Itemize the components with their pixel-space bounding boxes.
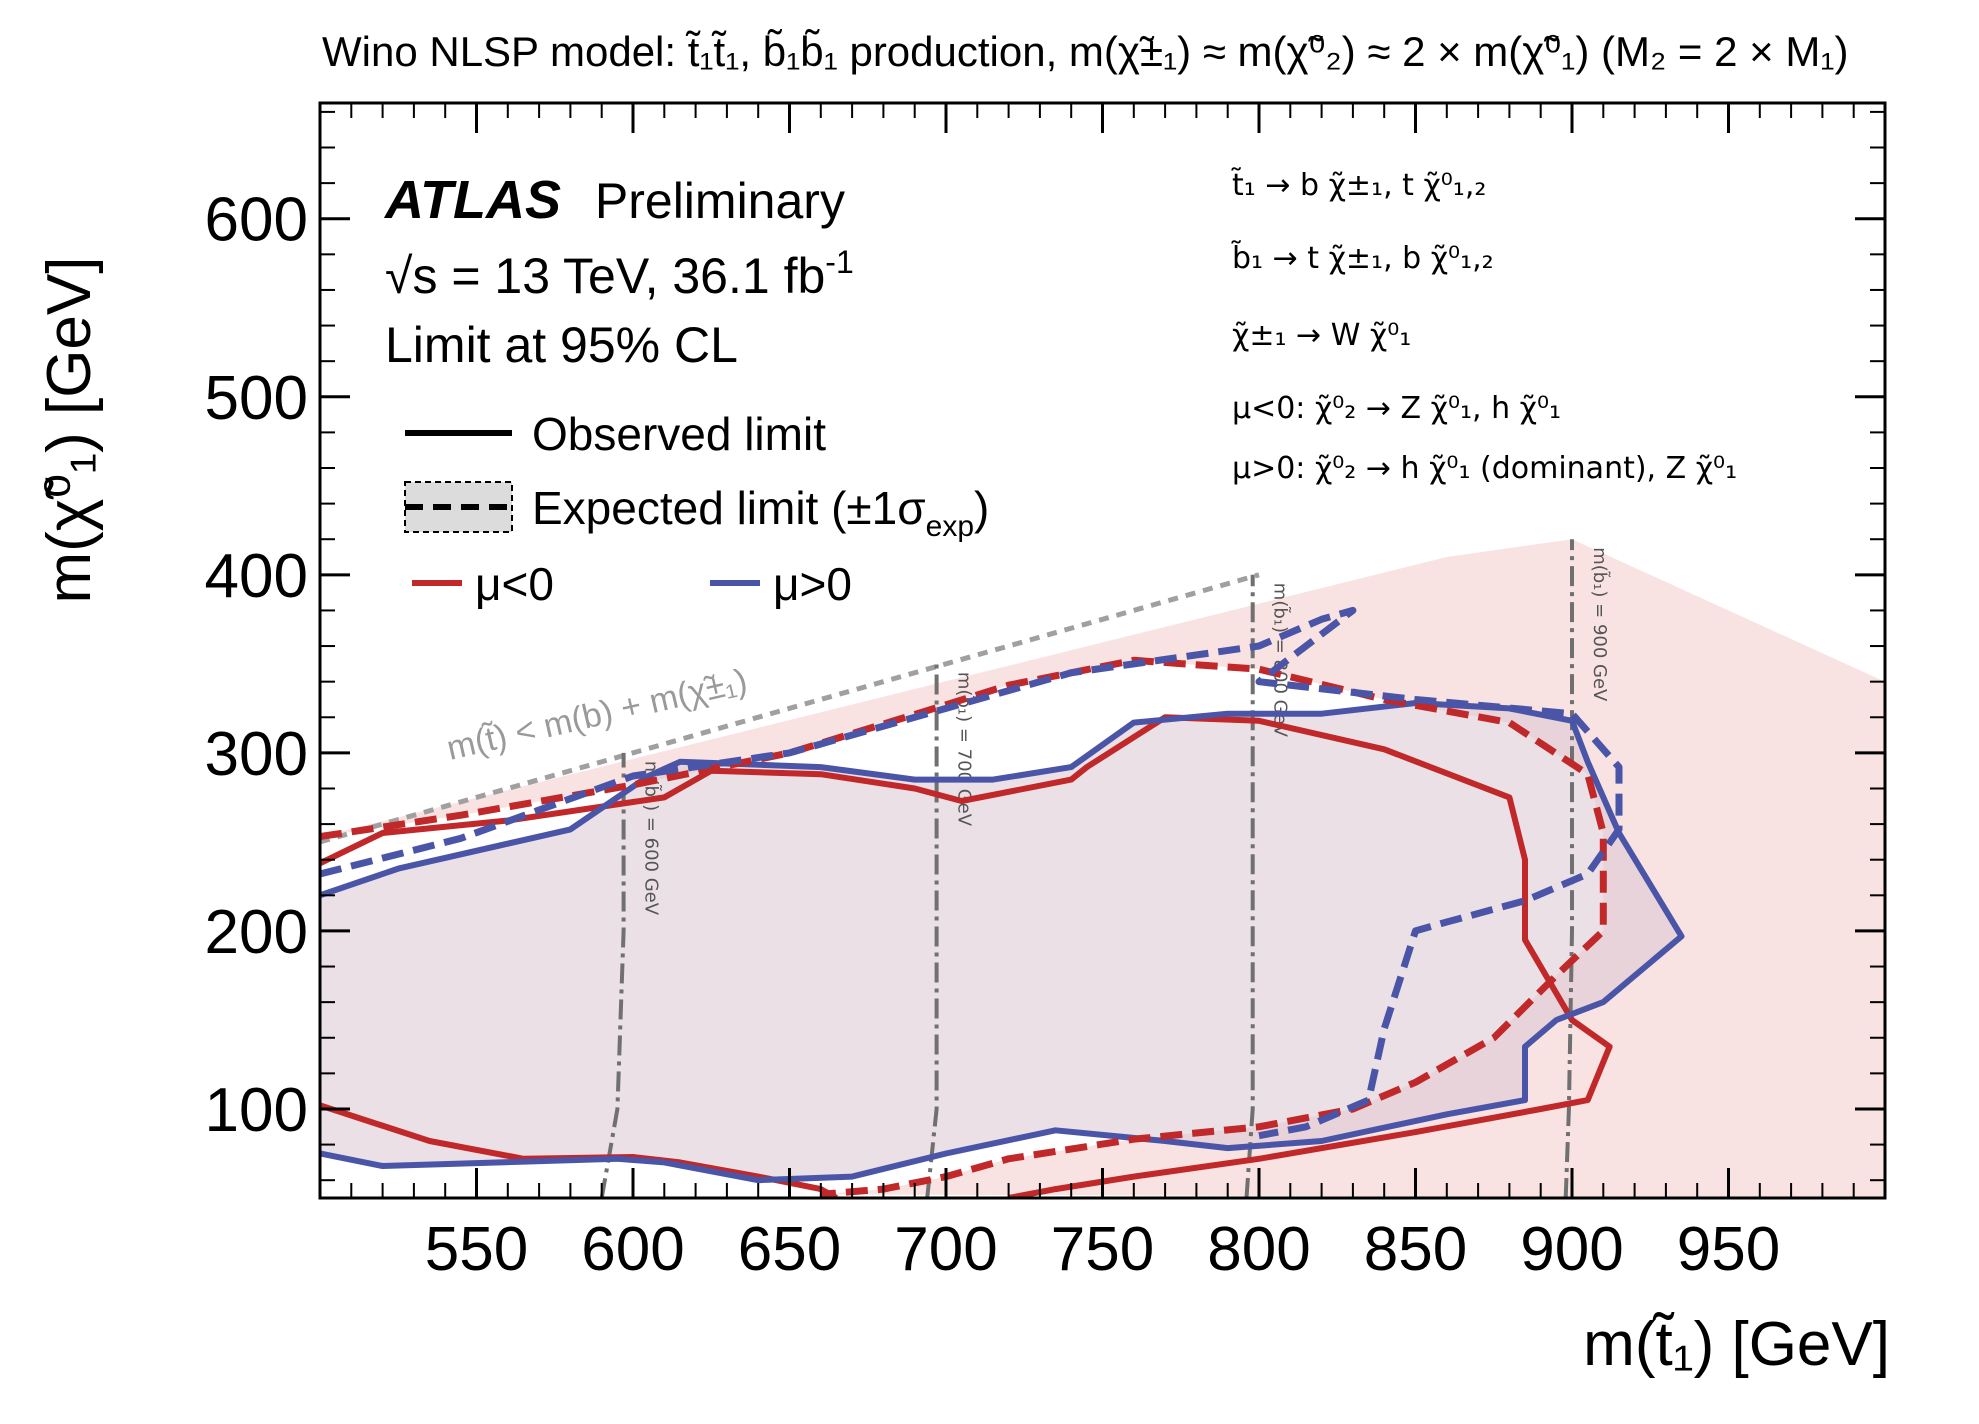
series-line-4 <box>320 606 1623 1140</box>
y-tick-label-0: 100 <box>205 1076 308 1145</box>
y-tick-label-5: 600 <box>205 186 308 255</box>
energy-lumi-label: √s = 13 TeV, 36.1 fb-1 <box>385 244 854 304</box>
cl-label: Limit at 95% CL <box>385 317 738 373</box>
x-tick-label-7: 900 <box>1520 1215 1623 1284</box>
y-tick-label-1: 200 <box>205 898 308 967</box>
sbottom-mass-label-1: m(b̃₁) = 700 GeV <box>954 672 975 827</box>
legend-observed-label: Observed limit <box>532 408 826 460</box>
x-tick-label-2: 650 <box>738 1215 841 1284</box>
x-tick-label-8: 950 <box>1677 1215 1780 1284</box>
y-tick-label-4: 500 <box>205 364 308 433</box>
sbottom-mass-line-3 <box>1563 539 1574 1198</box>
y-tick-label-3: 400 <box>205 542 308 611</box>
x-tick-label-1: 600 <box>581 1215 684 1284</box>
sbottom-mass-line-0 <box>599 752 626 1198</box>
x-tick-label-3: 700 <box>894 1215 997 1284</box>
expected-band-overlap <box>320 703 1682 1181</box>
x-tick-label-4: 750 <box>1051 1215 1154 1284</box>
atlas-label: ATLAS <box>383 170 561 230</box>
legend-mu-neg-label: μ<0 <box>475 558 554 610</box>
sbottom-mass-line-1 <box>925 663 939 1198</box>
legend-mu-pos-label: μ>0 <box>773 558 852 610</box>
decay-line-2: χ̃±₁ → W χ̃⁰₁ <box>1232 318 1411 353</box>
decay-line-0: t̃₁ → b χ̃±₁, t χ̃⁰₁,₂ <box>1231 168 1487 203</box>
svg-text:ATLAS Preliminary: ATLAS Preliminary <box>383 170 845 230</box>
x-tick-label-5: 800 <box>1207 1215 1310 1284</box>
sbottom-mass-label-2: m(b̃₁) = 800 GeV <box>1270 583 1291 738</box>
decay-line-3: μ<0: χ̃⁰₂ → Z χ̃⁰₁, h χ̃⁰₁ <box>1232 391 1561 426</box>
sbottom-mass-label-3: m(b̃₁) = 900 GeV <box>1589 547 1610 702</box>
experiment-label: ATLAS Preliminary √s = 13 TeV, 36.1 fb-1… <box>383 170 854 373</box>
x-tick-label-6: 850 <box>1364 1215 1467 1284</box>
y-axis-title: m(χ̃⁰₁) [GeV] <box>35 257 104 604</box>
curves-layer <box>320 606 1685 1198</box>
axis-ticks <box>320 103 1885 1198</box>
legend: Observed limit Expected limit (±1σexp) μ… <box>404 408 989 610</box>
bands-layer <box>320 539 1885 1198</box>
axis-tick-labels: 550 600 650 700 750 800 850 900 950 100 200 300 400 5… <box>205 186 1781 1284</box>
x-axis-title: m(t̃₁) [GeV] <box>1583 1310 1890 1379</box>
preliminary-label: Preliminary <box>595 173 845 229</box>
legend-expected-label: Expected limit (±1σexp) <box>532 482 989 543</box>
x-tick-label-0: 550 <box>425 1215 528 1284</box>
y-tick-label-2: 300 <box>205 720 308 789</box>
series-line-2 <box>320 700 1685 1184</box>
decay-line-1: b̃₁ → t χ̃±₁, b χ̃⁰₁,₂ <box>1231 241 1494 276</box>
decay-text-block: t̃₁ → b χ̃±₁, t χ̃⁰₁,₂ b̃₁ → t χ̃±₁, b χ̃… <box>1231 168 1738 486</box>
decay-line-4: μ>0: χ̃⁰₂ → h χ̃⁰₁ (dominant), Z χ̃⁰₁ <box>1232 451 1737 486</box>
kinematic-limit-line <box>320 572 1260 845</box>
sbottom-mass-line-2 <box>1244 574 1255 1198</box>
chart-title: Wino NLSP model: t̃₁t̃₁, b̃₁b̃₁ producti… <box>322 28 1849 75</box>
